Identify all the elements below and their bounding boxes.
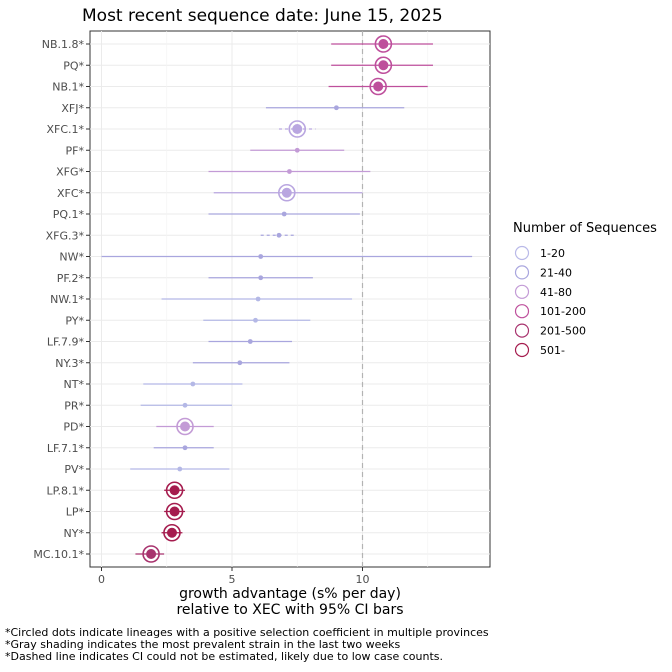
y-tick-label: XFJ* xyxy=(61,102,84,115)
footnote-2: *Gray shading indicates the most prevale… xyxy=(5,638,400,651)
legend: Number of Sequences 1-20 21-40 41-80 101-20… xyxy=(513,221,657,358)
point-estimate xyxy=(146,549,157,559)
point-estimate xyxy=(166,527,177,538)
x-tick-label: 0 xyxy=(98,573,105,586)
point-estimate xyxy=(177,466,183,472)
x-tick-label: 5 xyxy=(229,573,236,586)
y-tick-label: XFC.1* xyxy=(46,123,84,136)
point-estimate xyxy=(169,485,180,496)
point-estimate xyxy=(258,275,264,281)
legend-key-circle xyxy=(514,284,530,299)
point-estimate xyxy=(334,105,339,111)
significance-ring xyxy=(278,183,296,202)
y-tick-label: NY.3* xyxy=(55,357,84,370)
point-estimate xyxy=(255,296,261,302)
legend-key-circle xyxy=(514,342,530,358)
footnote-1: *Circled dots indicate lineages with a p… xyxy=(5,626,489,639)
y-tick-label: XFG.3* xyxy=(46,229,85,242)
point-estimate xyxy=(292,124,303,134)
y-axis-labels: NB.1.8* PQ* NB.1* XFJ* XFC.1* PF* XFG* XFC* PQ.1… xyxy=(33,38,90,561)
legend-item-label: 201-500 xyxy=(540,325,586,338)
y-tick-label: PD* xyxy=(63,421,84,434)
chart-title: Most recent sequence date: June 15, 2025 xyxy=(82,6,443,26)
y-tick-label: LF.7.9* xyxy=(47,336,85,349)
point-estimate xyxy=(378,60,389,71)
point-estimate xyxy=(281,211,287,217)
point-estimate xyxy=(373,81,384,92)
y-tick-label: PR* xyxy=(64,399,84,412)
significance-ring xyxy=(142,545,160,563)
point-estimate xyxy=(294,147,300,153)
significance-ring xyxy=(163,523,181,542)
point-estimate xyxy=(180,421,191,432)
significance-ring xyxy=(176,417,194,436)
legend-key-circle xyxy=(514,265,530,280)
y-tick-label: NW.1* xyxy=(50,293,84,306)
y-tick-label: PQ* xyxy=(63,59,84,72)
x-axis-title-line1: growth advantage (s% per day) xyxy=(179,586,401,602)
significance-ring xyxy=(374,35,393,53)
significance-ring xyxy=(374,56,393,75)
significance-ring xyxy=(369,77,387,96)
legend-item-label: 41-80 xyxy=(540,286,572,299)
point-estimate xyxy=(169,506,180,517)
point-estimate xyxy=(281,187,292,198)
point-estimate xyxy=(237,360,243,366)
point-estimate xyxy=(182,402,188,408)
y-tick-label: NB.1.8* xyxy=(42,38,85,51)
y-tick-label: PY* xyxy=(65,314,84,327)
legend-item-label: 101-200 xyxy=(540,305,586,318)
y-tick-label: NT* xyxy=(64,378,85,391)
point-estimate xyxy=(190,381,196,387)
x-tick-label: 10 xyxy=(356,573,370,586)
x-axis-title-line2: relative to XEC with 95% CI bars xyxy=(176,602,403,618)
point-estimate xyxy=(287,169,292,174)
point-estimate xyxy=(276,232,282,238)
legend-title: Number of Sequences xyxy=(513,221,657,236)
significance-ring xyxy=(288,120,307,138)
y-tick-label: LP.8.1* xyxy=(46,484,84,497)
lineage-marks xyxy=(101,35,473,563)
legend-item-label: 501- xyxy=(540,344,565,357)
significance-ring xyxy=(165,481,184,500)
y-tick-label: PV* xyxy=(64,463,84,476)
footnote-3: *Dashed line indicates CI could not be e… xyxy=(5,650,443,663)
point-estimate xyxy=(182,445,188,451)
y-tick-label: NW* xyxy=(59,251,84,264)
y-tick-label: XFG* xyxy=(56,166,84,179)
legend-item-label: 21-40 xyxy=(540,266,572,279)
legend-key-circle xyxy=(514,304,530,319)
significance-ring xyxy=(165,502,184,521)
legend-key-circle xyxy=(514,245,530,261)
y-tick-label: PF* xyxy=(66,144,85,157)
y-tick-label: NY* xyxy=(64,527,85,540)
y-tick-label: MC.10.1* xyxy=(33,548,84,561)
legend-key-circle xyxy=(514,323,530,338)
point-estimate xyxy=(258,254,264,259)
y-tick-label: LF.7.1* xyxy=(47,442,85,455)
legend-item-label: 1-20 xyxy=(540,247,565,260)
y-tick-label: LP* xyxy=(66,506,85,519)
point-estimate xyxy=(247,339,253,344)
y-tick-label: PF.2* xyxy=(57,272,85,285)
point-estimate xyxy=(253,317,258,323)
y-tick-label: PQ.1* xyxy=(53,208,85,221)
y-tick-label: XFC* xyxy=(57,187,85,200)
x-axis-ticks: 0 5 10 xyxy=(98,567,370,586)
point-estimate xyxy=(378,39,389,49)
y-tick-label: NB.1* xyxy=(52,81,84,94)
